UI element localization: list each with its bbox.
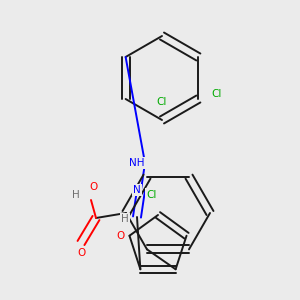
Text: NH: NH: [129, 158, 145, 168]
Text: Cl: Cl: [157, 97, 167, 107]
Text: H: H: [72, 190, 80, 200]
Text: Cl: Cl: [147, 190, 157, 200]
Text: O: O: [77, 248, 85, 258]
Text: O: O: [89, 182, 97, 192]
Text: Cl: Cl: [211, 89, 222, 99]
Text: O: O: [116, 231, 124, 241]
Text: H: H: [121, 214, 129, 224]
Text: N: N: [133, 185, 141, 195]
